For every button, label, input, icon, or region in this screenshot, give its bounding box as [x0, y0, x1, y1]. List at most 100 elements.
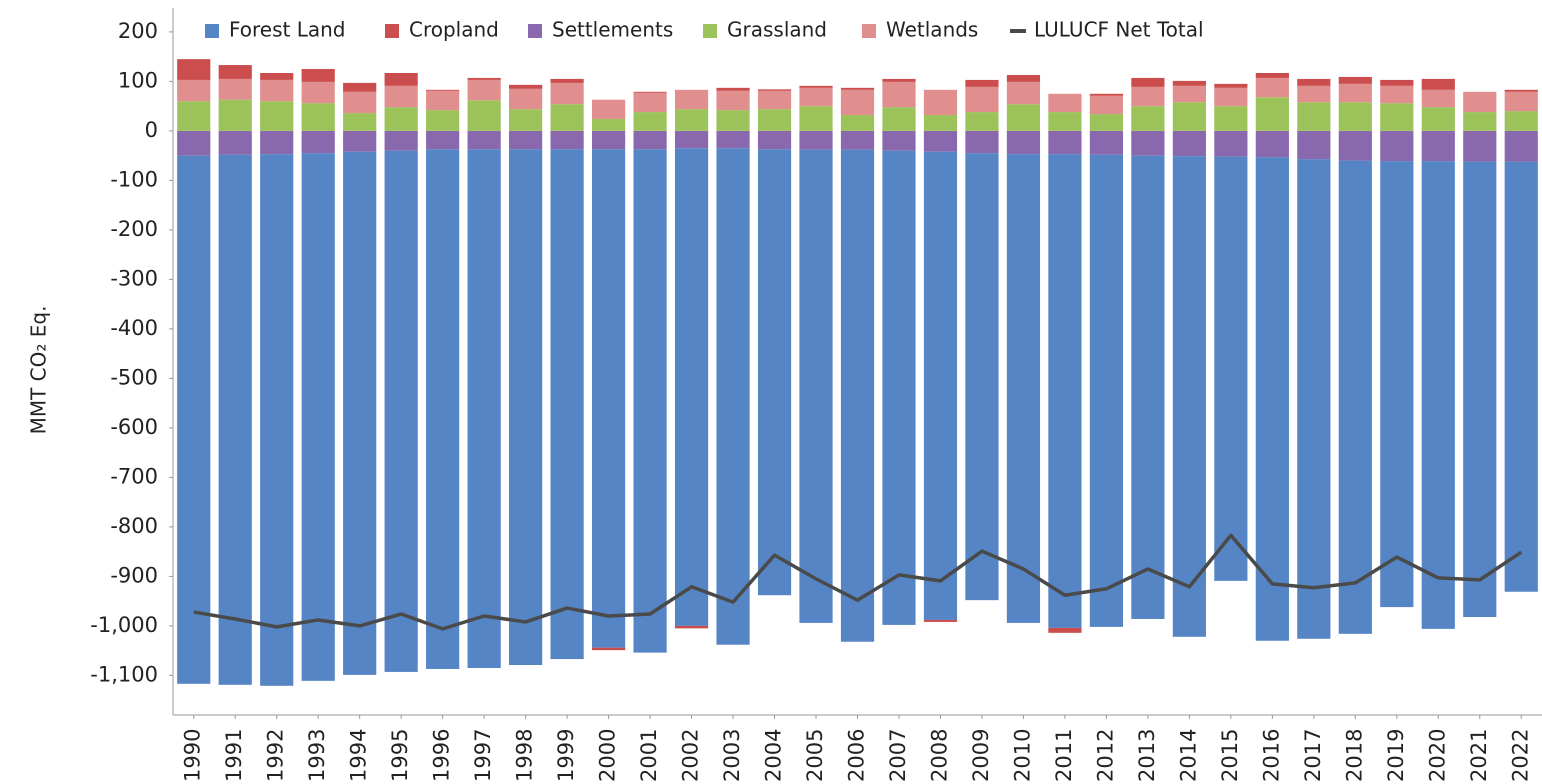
bar-segment	[260, 154, 294, 686]
x-tick-label: 2009	[969, 729, 993, 782]
bar-segment	[965, 79, 999, 87]
legend-swatch	[385, 24, 399, 38]
bar-segment	[882, 81, 916, 108]
bar-segment	[1338, 130, 1372, 161]
bar-segment	[343, 151, 377, 675]
bar-segment	[1006, 74, 1041, 82]
bar-segment	[1421, 161, 1455, 629]
bar-segment	[260, 72, 294, 80]
bar-segment	[1297, 78, 1331, 86]
bar-segment	[1172, 130, 1206, 157]
bar-segment	[633, 112, 667, 131]
bar-segment	[1131, 106, 1165, 131]
bar-segment	[1131, 86, 1165, 107]
bar-segment	[757, 90, 792, 110]
bar-segment	[1504, 111, 1538, 131]
bar-segment	[509, 130, 543, 150]
bar-segment	[467, 77, 501, 80]
x-tick-label: 1990	[181, 729, 205, 782]
bar-segment	[923, 130, 958, 152]
bar-segment	[509, 149, 543, 666]
bar-segment	[923, 115, 958, 131]
y-tick-label: -800	[110, 514, 158, 538]
x-tick-label: 2022	[1508, 729, 1532, 782]
bar-segment	[301, 81, 335, 104]
bar-segment	[1172, 80, 1206, 86]
bar-segment	[716, 87, 750, 91]
bar-segment	[1504, 89, 1538, 92]
bar-segment	[550, 82, 584, 105]
bar-segment	[757, 130, 792, 150]
bar-segment	[1463, 161, 1497, 617]
bar-segment	[1214, 87, 1248, 107]
bar-segment	[674, 109, 709, 131]
x-tick-label: 2003	[720, 729, 744, 782]
bar-segment	[882, 150, 916, 625]
bar-segment	[1048, 154, 1082, 628]
legend: Forest Land Cropland Settlements Grassland W…	[205, 18, 1204, 42]
bar-segment	[840, 149, 875, 642]
bar-segment	[426, 110, 460, 131]
bar-segment	[1255, 77, 1289, 98]
bar-segment	[1048, 93, 1082, 113]
bar-segment	[1421, 130, 1455, 162]
bar-segment	[1172, 85, 1206, 103]
bar-segment	[1131, 155, 1165, 619]
bar-segment	[1214, 156, 1248, 581]
bar-segment	[1255, 157, 1289, 641]
bar-segment	[1006, 81, 1041, 105]
bar-segment	[218, 154, 252, 685]
bar-segment	[384, 130, 418, 151]
bar-segment	[1421, 89, 1455, 108]
bar-segment	[1255, 130, 1289, 158]
bar-segment	[467, 130, 501, 150]
bar-segment	[716, 148, 750, 645]
bar-segment	[840, 130, 875, 150]
bar-segment	[591, 99, 626, 120]
bar-segment	[965, 112, 999, 131]
x-tick-label: 2010	[1010, 729, 1034, 782]
x-tick-label: 1999	[554, 729, 578, 782]
bar-segment	[384, 150, 418, 672]
bar-segment	[1380, 79, 1414, 86]
bar-segment	[965, 153, 999, 601]
bar-segment	[674, 625, 709, 629]
bar-segment	[301, 153, 335, 681]
x-tick-label: 2021	[1467, 729, 1491, 782]
x-tick-label: 1995	[388, 729, 412, 782]
bar-segment	[218, 130, 252, 155]
bar-segment	[301, 130, 335, 154]
bar-segment	[1463, 112, 1497, 131]
y-tick-label: -400	[110, 316, 158, 340]
bar-segment	[799, 85, 833, 88]
x-tick-label: 1998	[513, 729, 537, 782]
y-tick-label: 0	[145, 118, 158, 142]
bar-segment	[1172, 102, 1206, 131]
bar-segment	[1131, 77, 1165, 87]
bar-segment	[177, 130, 211, 156]
y-tick-label: -1,000	[90, 613, 158, 637]
bar-segment	[1255, 97, 1289, 131]
bar-segment	[1006, 130, 1041, 155]
bar-segment	[1421, 78, 1455, 90]
bar-segment	[1089, 130, 1124, 155]
bar-segment	[840, 89, 875, 116]
bar-segment	[1297, 85, 1331, 103]
y-tick-label: -100	[110, 167, 158, 191]
bar-segment	[799, 87, 833, 107]
bar-segment	[218, 78, 252, 100]
bar-segment	[177, 79, 211, 102]
bar-segment	[633, 130, 667, 150]
bar-segment	[1463, 91, 1497, 113]
y-tick-label: -300	[110, 266, 158, 290]
bar-segment	[1089, 93, 1124, 96]
bar-segment	[840, 115, 875, 131]
bar-segment	[1421, 107, 1455, 131]
x-tick-label: 2002	[679, 729, 703, 782]
x-tick-label: 2011	[1052, 729, 1076, 782]
bar-segment	[218, 65, 252, 79]
bar-segment	[716, 130, 750, 149]
bar-segment	[1048, 112, 1082, 131]
